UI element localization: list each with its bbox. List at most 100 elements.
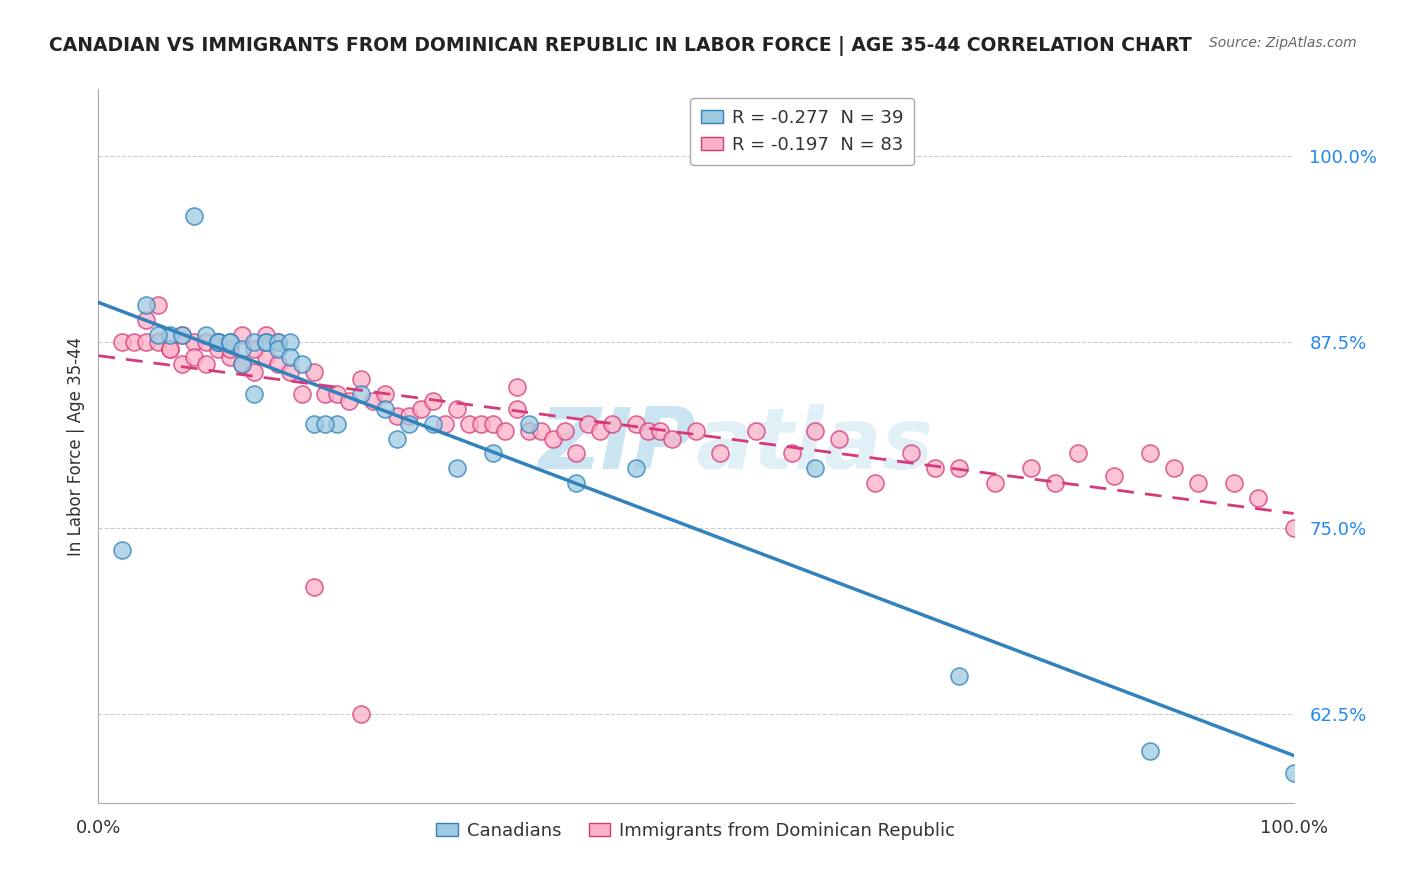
Point [1043,476,1066,491]
Point [350,387,373,401]
Point [219,334,242,349]
Point [948,669,970,683]
Point [1139,744,1161,758]
Point [135,312,157,326]
Point [243,334,266,349]
Point [398,409,420,424]
Legend: Canadians, Immigrants from Dominican Republic: Canadians, Immigrants from Dominican Rep… [429,815,963,847]
Point [267,334,290,349]
Point [1104,468,1126,483]
Point [1282,766,1305,780]
Text: Source: ZipAtlas.com: Source: ZipAtlas.com [1209,36,1357,50]
Point [1223,476,1246,491]
Point [219,334,242,349]
Point [554,424,576,438]
Point [385,432,409,446]
Point [291,357,314,371]
Point [207,334,229,349]
Point [481,417,505,431]
Point [315,417,337,431]
Point [506,401,529,416]
Point [1139,446,1161,460]
Point [865,476,887,491]
Point [1163,461,1185,475]
Point [219,350,242,364]
Point [183,334,205,349]
Point [626,461,648,475]
Point [385,409,409,424]
Point [1019,461,1042,475]
Point [626,417,648,431]
Point [804,461,827,475]
Point [243,365,266,379]
Point [172,327,194,342]
Point [578,417,600,431]
Point [207,343,229,357]
Point [219,343,242,357]
Point [339,394,361,409]
Point [828,432,851,446]
Point [494,424,516,438]
Point [231,357,253,371]
Point [302,580,325,594]
Text: atlas: atlas [696,404,934,488]
Point [254,334,277,349]
Point [302,365,325,379]
Point [207,334,229,349]
Point [446,461,468,475]
Point [267,343,290,357]
Point [434,417,457,431]
Point [195,334,218,349]
Point [530,424,553,438]
Point [446,401,468,416]
Point [172,327,194,342]
Point [374,401,396,416]
Point [111,334,134,349]
Point [1067,446,1090,460]
Point [363,394,385,409]
Point [183,350,205,364]
Point [159,327,181,342]
Point [745,424,768,438]
Point [470,417,492,431]
Point [1247,491,1270,505]
Point [602,417,624,431]
Point [900,446,922,460]
Point [135,334,157,349]
Point [243,387,266,401]
Point [517,424,540,438]
Point [374,387,396,401]
Point [458,417,481,431]
Point [148,298,170,312]
Point [159,343,181,357]
Point [565,476,588,491]
Point [350,372,373,386]
Point [398,417,420,431]
Point [924,461,946,475]
Point [231,327,253,342]
Point [517,417,540,431]
Point [254,334,277,349]
Point [661,432,683,446]
Point [948,461,970,475]
Point [326,417,349,431]
Point [278,350,301,364]
Point [565,446,588,460]
Point [111,543,134,558]
Point [231,343,253,357]
Point [648,424,672,438]
Point [637,424,659,438]
Point [709,446,731,460]
Point [984,476,1007,491]
Point [231,357,253,371]
Point [135,298,157,312]
Point [506,379,529,393]
Point [589,424,612,438]
Point [159,343,181,357]
Point [183,209,205,223]
Point [422,394,444,409]
Point [148,327,170,342]
Point [243,343,266,357]
Point [267,357,290,371]
Point [267,334,290,349]
